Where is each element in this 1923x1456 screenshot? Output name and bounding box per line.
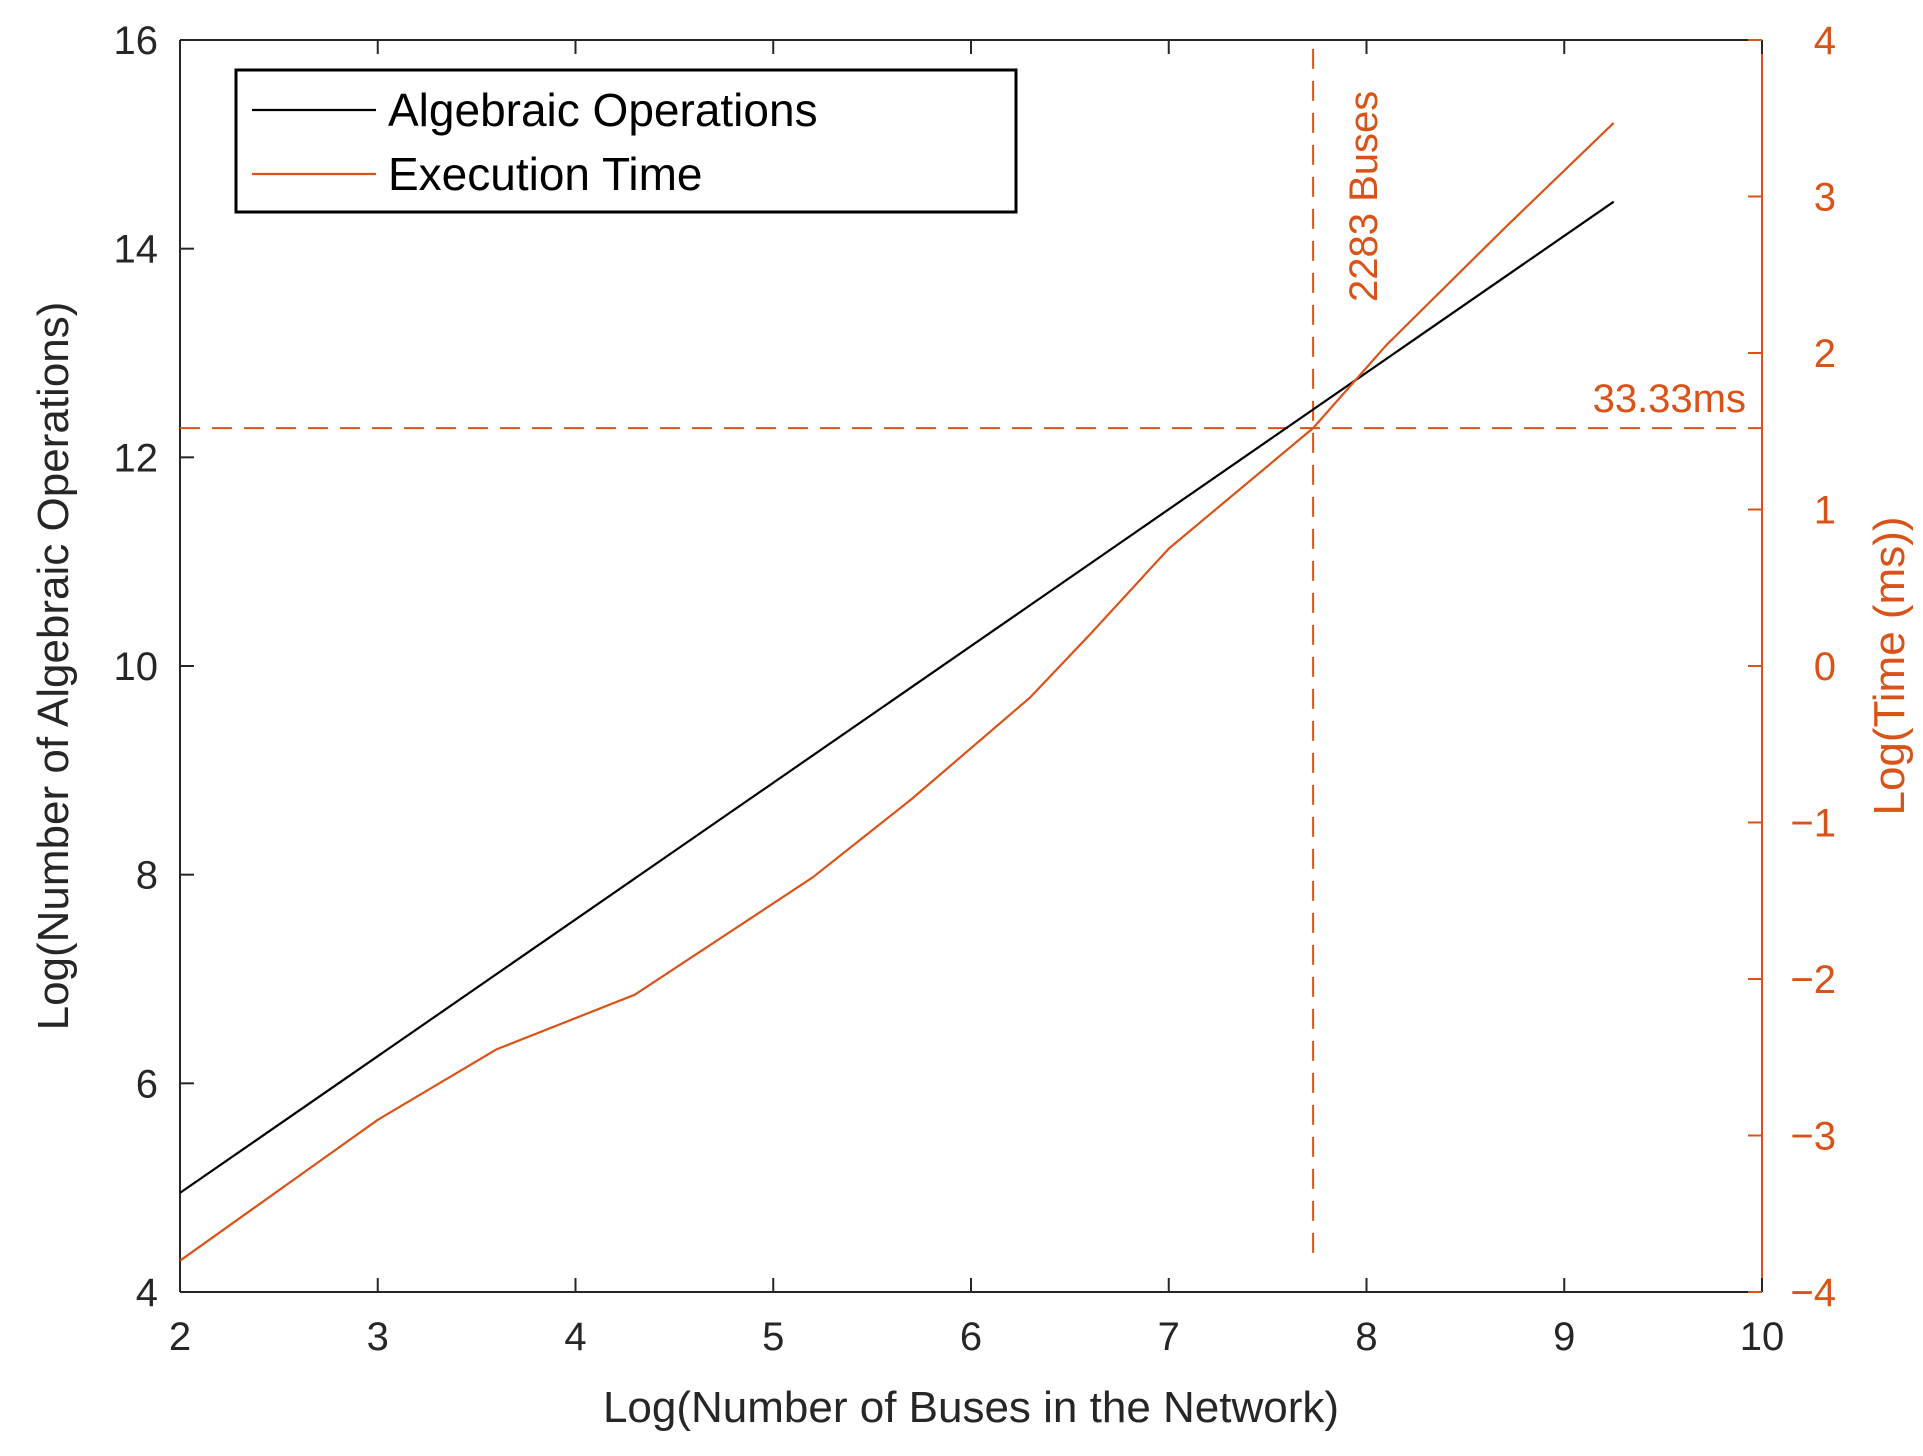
y-right-tick-label: −1 bbox=[1790, 802, 1836, 846]
x-tick-label: 9 bbox=[1553, 1315, 1575, 1359]
annotation-time-label: 33.33ms bbox=[1593, 377, 1746, 421]
series-group bbox=[179, 122, 1615, 1262]
x-tick-label: 7 bbox=[1158, 1315, 1180, 1359]
y-right-tick-label: 2 bbox=[1814, 332, 1836, 376]
y-left-axis-title: Log(Number of Algebraic Operations) bbox=[29, 302, 78, 1031]
x-tick-label: 4 bbox=[564, 1315, 586, 1359]
annotations-group: 2283 Buses 33.33ms bbox=[1342, 91, 1746, 421]
x-tick-label: 2 bbox=[169, 1315, 191, 1359]
x-tick-label: 5 bbox=[762, 1315, 784, 1359]
x-tick-label: 3 bbox=[367, 1315, 389, 1359]
y-left-tick-label: 8 bbox=[136, 854, 158, 898]
y-left-tick-label: 10 bbox=[114, 645, 159, 689]
axis-titles-group: Log(Number of Buses in the Network) Log(N… bbox=[29, 302, 1914, 1432]
y-right-tick-label: −3 bbox=[1790, 1115, 1836, 1159]
y-right-tick-label: 0 bbox=[1814, 645, 1836, 689]
y-right-tick-label: 3 bbox=[1814, 176, 1836, 220]
x-axis-title: Log(Number of Buses in the Network) bbox=[603, 1383, 1339, 1432]
legend-box bbox=[234, 68, 1018, 214]
y-left-tick-label: 12 bbox=[114, 436, 159, 480]
legend: Algebraic Operations Execution Time bbox=[234, 68, 1018, 214]
series-line-execution-time bbox=[179, 122, 1615, 1262]
y-right-tick-label: 4 bbox=[1814, 19, 1836, 63]
x-tick-label: 6 bbox=[960, 1315, 982, 1359]
legend-label: Algebraic Operations bbox=[388, 84, 818, 136]
legend-label: Execution Time bbox=[388, 148, 702, 200]
y-left-tick-label: 14 bbox=[114, 228, 159, 272]
x-tick-label: 8 bbox=[1355, 1315, 1377, 1359]
y-right-tick-label: 1 bbox=[1814, 489, 1836, 533]
y-left-tick-label: 16 bbox=[114, 19, 159, 63]
axes-group bbox=[179, 39, 1763, 1293]
y-left-tick-label: 4 bbox=[136, 1271, 158, 1315]
y-right-axis-title: Log(Time (ms)) bbox=[1865, 516, 1914, 815]
reference-lines-group bbox=[180, 40, 1762, 1253]
y-left-tick-label: 6 bbox=[136, 1062, 158, 1106]
x-tick-label: 10 bbox=[1740, 1315, 1785, 1359]
series-line-algebraic-operations bbox=[179, 200, 1615, 1194]
y-right-tick-label: −4 bbox=[1790, 1271, 1836, 1315]
y-right-tick-label: −2 bbox=[1790, 958, 1836, 1002]
annotation-buses-label: 2283 Buses bbox=[1342, 91, 1386, 302]
